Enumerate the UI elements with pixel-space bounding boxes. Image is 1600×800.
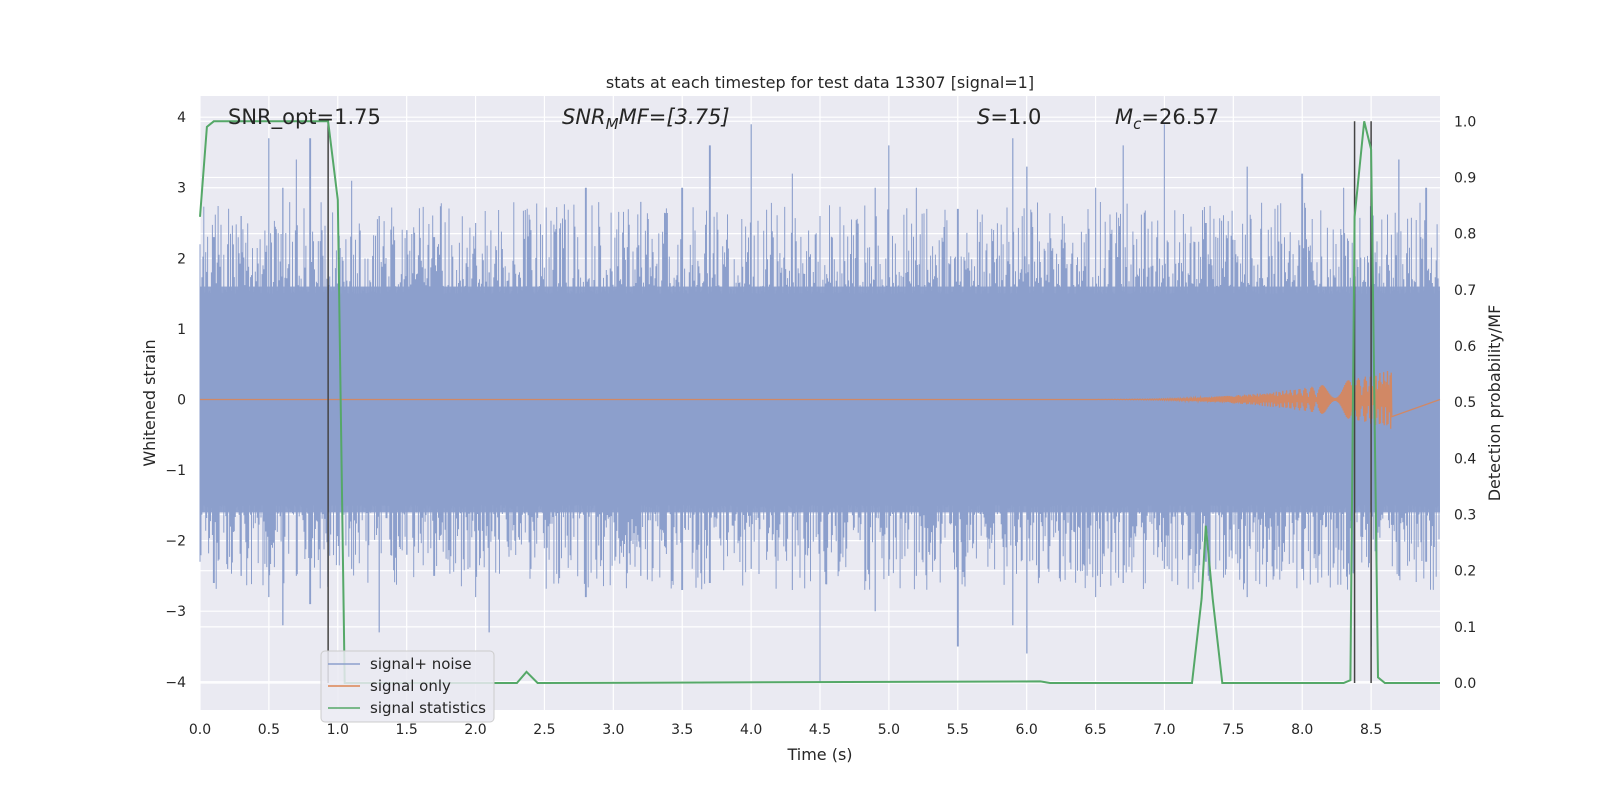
annotation-snr-mf: SNRMMF=[3.75] (562, 105, 730, 133)
legend: signal+ noise signal only signal statist… (320, 650, 495, 723)
x-tick-label: 6.5 (1084, 722, 1106, 738)
y-tick-label: 3 (177, 181, 186, 197)
x-tick-label: 4.5 (809, 722, 831, 738)
legend-label-signal-only: signal only (370, 677, 451, 695)
x-tick-label: 6.0 (1016, 722, 1038, 738)
y2-tick-label: 0.9 (1454, 170, 1476, 186)
y-tick-label: −2 (165, 534, 186, 550)
annotation-mc: Mc=26.57 (1115, 105, 1219, 133)
x-tick-label: 0.5 (258, 722, 280, 738)
legend-label-signal-statistics: signal statistics (370, 699, 486, 717)
x-tick-label: 0.0 (189, 722, 211, 738)
chart-title: stats at each timestep for test data 133… (606, 73, 1034, 92)
y2-tick-label: 0.6 (1454, 339, 1476, 355)
y2-tick-label: 0.4 (1454, 451, 1476, 467)
x-tick-labels: 0.0 0.5 1.0 1.5 2.0 2.5 3.0 3.5 4.0 4.5 5.0 5.5 6.0 6… (189, 722, 1382, 738)
legend-box (320, 650, 495, 723)
y2-tick-label: 0.1 (1454, 620, 1476, 636)
y2-axis-label: Detection probability/MF (1485, 305, 1504, 502)
y-tick-label: 2 (177, 251, 186, 267)
x-tick-label: 5.0 (878, 722, 900, 738)
y2-tick-label: 0.7 (1454, 283, 1476, 299)
y-tick-label: 1 (177, 322, 186, 338)
x-tick-label: 7.0 (1153, 722, 1175, 738)
signal-only-series (200, 370, 1441, 429)
x-tick-label: 3.0 (602, 722, 624, 738)
x-axis-label: Time (s) (786, 745, 852, 764)
y2-tick-label: 0.2 (1454, 564, 1476, 580)
y-tick-labels: 4 3 2 1 0 −1 −2 −3 −4 (165, 110, 186, 691)
x-tick-label: 8.5 (1360, 722, 1382, 738)
x-tick-label: 2.0 (464, 722, 486, 738)
y2-tick-label: 0.5 (1454, 395, 1476, 411)
y2-tick-label: 1.0 (1454, 114, 1476, 130)
y2-tick-label: 0.8 (1454, 227, 1476, 243)
signal-statistics-series (199, 120, 1440, 684)
y2-tick-labels: 1.0 0.9 0.8 0.7 0.6 0.5 0.4 0.3 0.2 0.1 0.0 (1454, 114, 1476, 692)
x-tick-label: 3.5 (671, 722, 693, 738)
legend-label-signal-noise: signal+ noise (370, 655, 472, 673)
y-axis-label: Whitened strain (140, 339, 159, 466)
y-tick-label: 4 (177, 110, 186, 126)
x-tick-label: 7.5 (1222, 722, 1244, 738)
y2-tick-label: 0.0 (1454, 676, 1476, 692)
y-tick-label: −4 (165, 675, 186, 691)
x-tick-label: 4.0 (740, 722, 762, 738)
annotation-s: S=1.0 (977, 105, 1041, 129)
signal-statistics-line (199, 120, 1440, 684)
y2-tick-label: 0.3 (1454, 508, 1476, 524)
y-tick-label: −3 (165, 604, 186, 620)
x-tick-label: 8.0 (1291, 722, 1313, 738)
x-tick-label: 1.0 (327, 722, 349, 738)
signal-only-line (200, 370, 1441, 429)
x-tick-label: 1.5 (396, 722, 418, 738)
x-tick-label: 2.5 (533, 722, 555, 738)
x-tick-label: 5.5 (947, 722, 969, 738)
y-tick-label: 0 (177, 392, 186, 408)
y-tick-label: −1 (165, 463, 186, 479)
annotation-snr-opt: SNR_opt=1.75 (228, 105, 381, 130)
